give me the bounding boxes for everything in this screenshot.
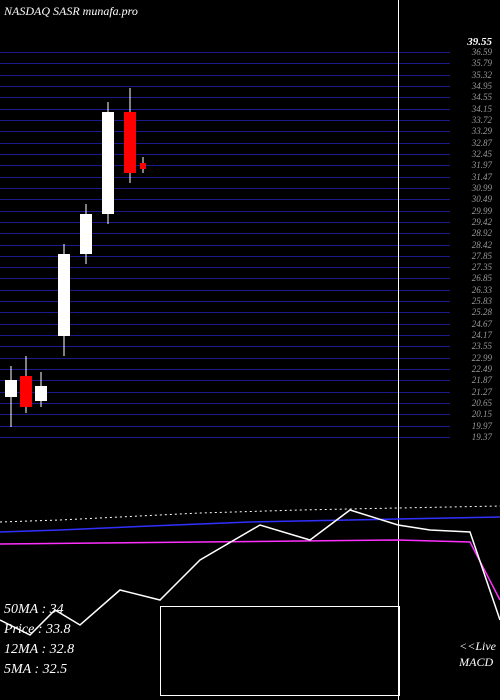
macd-label: <<Live MACD — [459, 638, 496, 670]
y-axis-labels: 39.5536.5935.7935.3234.9534.5534.1533.72… — [452, 40, 492, 450]
candle — [20, 40, 32, 450]
ma12-label: 12MA : — [4, 642, 50, 657]
ma5-label: 5MA : — [4, 662, 43, 677]
ma50-value: 34 — [50, 602, 64, 617]
ma12-value: 32.8 — [50, 642, 75, 657]
ma5-row: 5MA : 32.5 — [4, 660, 74, 680]
ma12-row: 12MA : 32.8 — [4, 640, 74, 660]
main-price-chart: 39.5536.5935.7935.3234.9534.5534.1533.72… — [0, 40, 500, 450]
candle — [35, 40, 47, 450]
ma5-value: 32.5 — [43, 662, 68, 677]
chart-title: NASDAQ SASR munafa.pro — [4, 4, 138, 19]
candle — [102, 40, 114, 450]
candle — [58, 40, 70, 450]
live-text: <<Live — [459, 638, 496, 654]
ma-info-box: 50MA : 34 Price : 33.8 12MA : 32.8 5MA :… — [4, 600, 74, 680]
price-box-outline — [160, 606, 400, 696]
price-label: Price : — [4, 622, 46, 637]
candle — [5, 40, 17, 450]
ma50-row: 50MA : 34 — [4, 600, 74, 620]
price-row: Price : 33.8 — [4, 620, 74, 640]
ma50-label: 50MA : — [4, 602, 50, 617]
candle — [124, 40, 136, 450]
chart-container: NASDAQ SASR munafa.pro 39.5536.5935.7935… — [0, 0, 500, 700]
candle — [140, 40, 146, 450]
macd-text: MACD — [459, 654, 496, 670]
price-value: 33.8 — [46, 622, 71, 637]
candle — [80, 40, 92, 450]
